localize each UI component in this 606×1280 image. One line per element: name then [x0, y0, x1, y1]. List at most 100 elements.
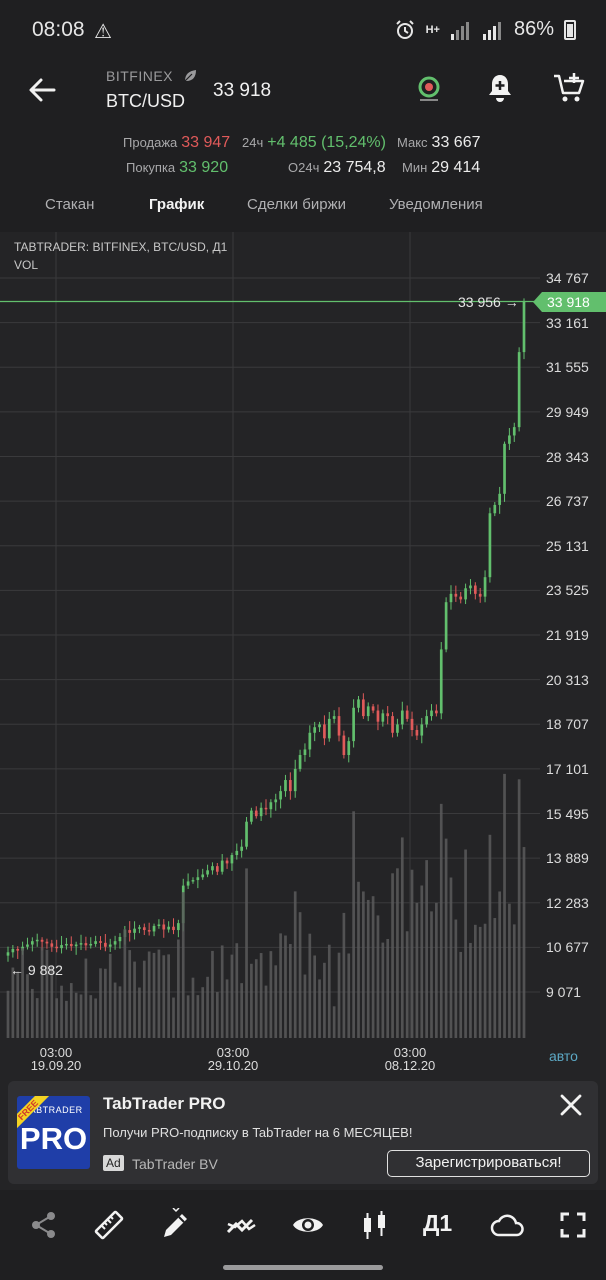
candle-body [152, 925, 156, 932]
volume-bar [206, 976, 209, 1038]
volume-bar [40, 947, 44, 1038]
tab-trades[interactable]: Сделки биржи [247, 196, 347, 213]
candle-body [108, 944, 112, 947]
volume-bar [215, 992, 219, 1038]
candle-body [298, 755, 302, 769]
tab-order-book[interactable]: Стакан [45, 196, 95, 213]
leaf-icon [184, 70, 197, 82]
candle-body [473, 585, 477, 594]
volume-bar [220, 945, 224, 1038]
volume-bar [405, 931, 409, 1038]
volume-bar [362, 891, 365, 1038]
share-icon[interactable] [27, 1208, 61, 1242]
sell-value: 33 947 [181, 134, 231, 151]
volume-bar [65, 1000, 68, 1038]
candles-icon[interactable] [358, 1208, 392, 1242]
volume-bar [386, 939, 390, 1038]
add-alert-bell-icon[interactable] [484, 72, 516, 104]
volume-bar [371, 896, 375, 1038]
ad-logo[interactable]: TABTRADER PRO FREE [17, 1096, 90, 1169]
x-tick-label: 03:00 19.09.20 [16, 1046, 96, 1072]
y-tick-label: 12 283 [546, 894, 589, 911]
ruler-icon[interactable] [92, 1208, 126, 1242]
price-chart[interactable]: TABTRADER: BITFINEX, BTC/USD, Д1 VOL 34 … [0, 232, 606, 1080]
volume-bar [35, 998, 39, 1038]
candle-body [99, 941, 102, 943]
eye-icon[interactable] [291, 1208, 325, 1242]
exchange-name[interactable]: BITFINEX [106, 68, 197, 84]
candle-body [493, 504, 497, 514]
tab-chart[interactable]: График [149, 196, 205, 213]
x-tick-date: 29.10.20 [207, 1058, 259, 1073]
candle-body [469, 585, 472, 589]
volume-bar [396, 868, 399, 1038]
y-tick-label: 33 161 [546, 314, 589, 331]
candle-body [274, 799, 278, 803]
y-tick-label: 34 767 [546, 270, 589, 286]
y-tick-label: 13 889 [546, 850, 589, 867]
candle-body [191, 880, 195, 882]
timeframe-button[interactable]: Д1 [423, 1210, 453, 1236]
max-value: 33 667 [431, 134, 481, 151]
indicators-icon[interactable] [225, 1208, 259, 1242]
network-type-icon: H+ [425, 23, 440, 36]
volume-bar [293, 891, 297, 1038]
add-to-cart-icon[interactable] [552, 72, 586, 104]
volume-bar [167, 954, 170, 1038]
auto-scale-button[interactable]: авто [549, 1048, 578, 1064]
candle-body [332, 716, 336, 719]
ad-register-button[interactable]: Зарегистрироваться! [387, 1150, 590, 1177]
home-indicator[interactable] [223, 1265, 383, 1270]
fullscreen-icon[interactable] [556, 1208, 590, 1242]
volume-bar [284, 935, 287, 1038]
ad-logo-big-text: PRO [19, 1121, 88, 1156]
candle-body [211, 866, 214, 871]
cloud-icon[interactable] [490, 1208, 524, 1242]
volume-bar [250, 963, 253, 1038]
candle-body [254, 810, 258, 817]
volume-bar [31, 988, 34, 1038]
volume-bar [94, 998, 97, 1038]
battery-icon [564, 19, 576, 40]
candle-body [26, 944, 29, 947]
volume-bar [425, 860, 428, 1038]
volume-bar [259, 953, 263, 1038]
volume-bar [449, 877, 453, 1038]
x-tick-date: 08.12.20 [384, 1058, 436, 1073]
volume-bar [323, 962, 326, 1038]
buy-label: Покупка [126, 160, 176, 175]
candlestick-chart[interactable] [0, 232, 606, 1080]
candle-body [425, 716, 428, 725]
candle-body [391, 716, 394, 733]
volume-bar [45, 949, 49, 1038]
volume-bar [177, 939, 180, 1038]
tab-notifications[interactable]: Уведомления [389, 196, 483, 213]
volume-bar [435, 902, 438, 1038]
last-price: 33 918 [213, 80, 272, 101]
volume-bar [469, 942, 472, 1038]
candle-body [327, 718, 331, 739]
pair-name[interactable]: BTC/USD [106, 91, 186, 111]
pencil-draw-icon[interactable] [159, 1207, 193, 1242]
change-label: 24ч [242, 135, 264, 150]
max-label: Макс [397, 135, 428, 150]
candle-body [352, 707, 355, 742]
y-tick-label: 10 677 [546, 939, 589, 956]
volume-bar [26, 974, 29, 1038]
volume-bar [225, 979, 229, 1038]
candle-body [420, 724, 424, 736]
volume-bar [89, 995, 93, 1038]
exchange-logo-icon[interactable] [414, 74, 444, 104]
volume-bar [381, 942, 385, 1038]
ad-banner[interactable]: TABTRADER PRO FREE TabTrader PRO Получи … [8, 1081, 598, 1184]
candle-body [386, 713, 390, 717]
candle-body [449, 593, 453, 603]
chart-volume-label: VOL [14, 258, 39, 272]
chart-toolbar: Д1 [0, 1190, 606, 1280]
candle-body [65, 943, 68, 946]
volume-bar [337, 952, 341, 1038]
close-icon[interactable] [559, 1093, 583, 1117]
candle-body [142, 927, 146, 931]
back-arrow-icon[interactable] [24, 72, 60, 108]
volume-bar [327, 944, 331, 1038]
